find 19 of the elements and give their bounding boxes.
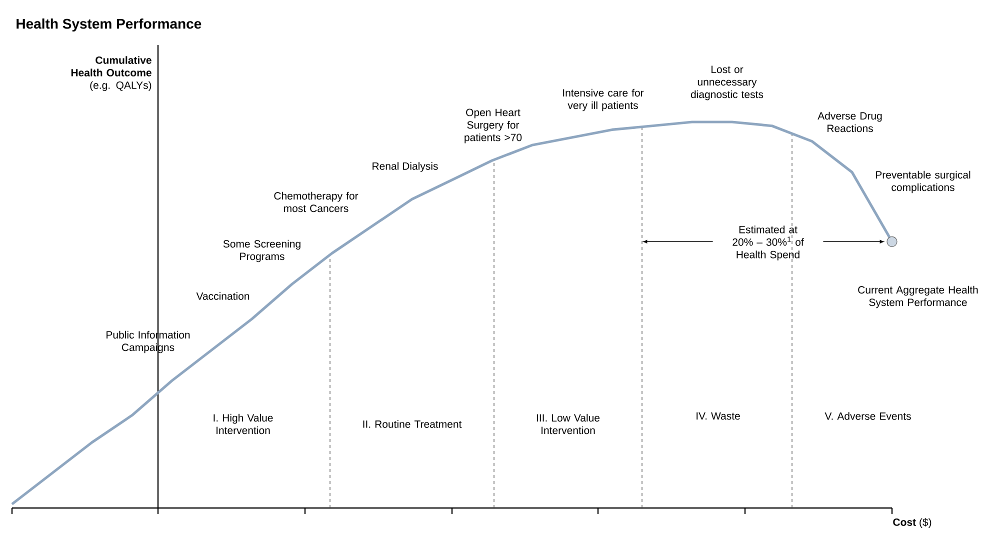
- x-axis-title: Cost ($): [893, 518, 932, 528]
- annotation: Chemotherapy for most Cancers: [274, 192, 358, 212]
- annotation: Vaccination: [196, 292, 250, 300]
- annotation: Preventable surgical complications: [876, 170, 970, 194]
- annotation: Estimated at 20% – 30%$^{1}$ of Health Spend: [732, 226, 804, 260]
- annotation: Current Aggregate Health System Performance: [858, 286, 978, 308]
- annotation: III. Low Value Intervention: [536, 414, 600, 434]
- annotation: IV. Waste: [696, 412, 740, 420]
- chart-title: Health System Performance: [16, 18, 202, 32]
- annotation: Open Heart Surgery for patients >70: [464, 108, 522, 144]
- annotation: Adverse Drug Reactions: [818, 112, 882, 132]
- annotation: V. Adverse Events: [824, 412, 911, 420]
- text: Lost or unnecessary diagnostic tests: [690, 66, 764, 100]
- annotation: Renal Dialysis: [372, 162, 438, 172]
- annotation: I. High Value Intervention: [214, 414, 273, 434]
- y-axis-title: Cumulative Health Outcome (e.g. QALYs): [71, 56, 152, 91]
- text: Intensive care for very ill patients: [563, 88, 644, 112]
- annotation: II. Routine Treatment: [363, 420, 462, 428]
- annotation: Some Screening Programs: [223, 240, 300, 262]
